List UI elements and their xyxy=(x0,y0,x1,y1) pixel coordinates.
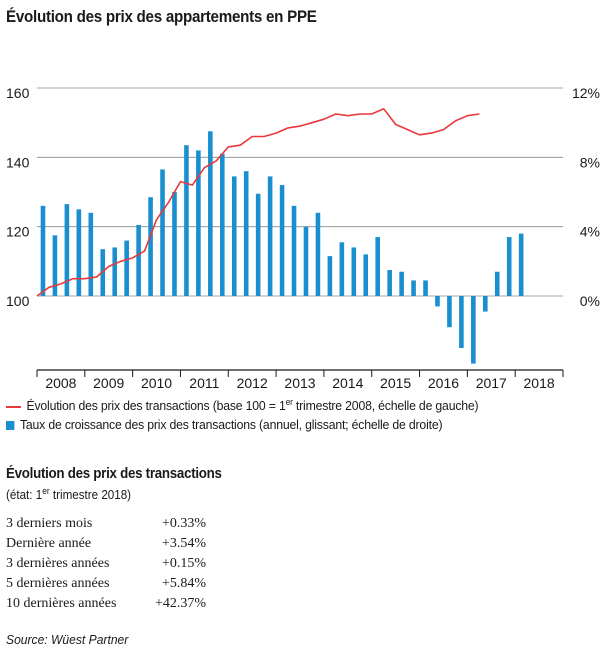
legend-bar-swatch xyxy=(6,421,15,431)
bar xyxy=(351,247,357,296)
bar xyxy=(148,197,153,296)
row-label: 5 dernières années xyxy=(6,576,110,591)
bar xyxy=(76,209,82,296)
y-left-tick-label: 120 xyxy=(6,224,30,240)
x-tick-label: 2010 xyxy=(141,375,172,390)
chart-title: Évolution des prix des appartements en P… xyxy=(6,8,317,26)
bar xyxy=(219,153,225,296)
legend-line-sup: er xyxy=(285,397,293,407)
x-tick-label: 2013 xyxy=(284,375,315,390)
bar xyxy=(184,145,189,296)
x-tick-label: 2014 xyxy=(332,375,363,390)
bar xyxy=(375,237,381,296)
table-row: Dernière année +3.54% xyxy=(6,536,206,556)
bar xyxy=(447,296,452,328)
bar xyxy=(255,193,261,296)
row-value: +0.15% xyxy=(161,556,206,571)
bar xyxy=(399,271,404,296)
bar xyxy=(196,150,201,296)
subtitle-pre: (état: 1 xyxy=(6,488,43,502)
bar xyxy=(423,280,428,296)
bar xyxy=(291,205,297,296)
y-right-tick-label: 4% xyxy=(580,224,600,240)
bar xyxy=(112,247,118,296)
x-tick-label: 2008 xyxy=(45,375,76,390)
y-left-tick-label: 100 xyxy=(6,293,30,309)
subtitle-post: trimestre 2018) xyxy=(49,488,132,502)
bar xyxy=(315,212,321,296)
row-value: +5.84% xyxy=(161,576,206,591)
legend-line-swatch xyxy=(6,405,21,408)
row-label: 10 dernières années xyxy=(6,596,117,611)
subtitle-sup: er xyxy=(42,486,50,496)
table-row: 3 dernières années +0.15% xyxy=(6,556,206,576)
bar xyxy=(363,254,369,296)
bar xyxy=(52,235,58,296)
x-tick-label: 2012 xyxy=(237,375,268,390)
table-row: 3 derniers mois +0.33% xyxy=(6,516,206,536)
bar xyxy=(411,280,416,296)
table-row: 10 dernières années +42.37% xyxy=(6,596,206,616)
table-row: 5 dernières années +5.84% xyxy=(6,576,206,596)
transactions-title: Évolution des prix des transactions xyxy=(6,466,222,482)
bar xyxy=(231,176,237,296)
bar xyxy=(327,256,333,296)
bar xyxy=(435,296,440,307)
source-note: Source: Wüest Partner xyxy=(6,632,129,647)
bar xyxy=(459,296,464,348)
bar xyxy=(482,296,488,312)
y-left-tick-label: 140 xyxy=(6,154,30,170)
transactions-table: 3 derniers mois +0.33% Dernière année +3.5… xyxy=(6,516,206,616)
bar xyxy=(208,131,213,296)
legend-line-entry: Évolution des prix des transactions (bas… xyxy=(6,397,479,413)
y-right-tick-label: 8% xyxy=(580,154,600,170)
legend-line-rest: trimestre 2008, échelle de gauche) xyxy=(292,398,479,413)
row-value: +3.54% xyxy=(161,536,206,551)
bar xyxy=(64,204,70,296)
bar xyxy=(136,224,141,296)
x-tick-label: 2016 xyxy=(428,375,459,390)
bar xyxy=(40,205,46,296)
row-label: 3 derniers mois xyxy=(6,516,93,531)
bar xyxy=(494,271,500,296)
price-chart: 160 140 120 100 12% 8% 4% 0% 2008 2009 2010 2011 201… xyxy=(6,85,600,390)
legend-line-text: Évolution des prix des transactions (bas… xyxy=(26,398,286,413)
row-value: +42.37% xyxy=(154,596,206,611)
x-tick-label: 2018 xyxy=(524,375,555,390)
bar xyxy=(518,233,524,296)
bar xyxy=(506,237,512,296)
bar xyxy=(160,169,165,296)
row-label: 3 dernières années xyxy=(6,556,110,571)
y-right-tick-label: 0% xyxy=(580,293,600,309)
x-tick-label: 2015 xyxy=(380,375,411,390)
bar xyxy=(267,176,273,296)
bar xyxy=(471,296,476,364)
bar xyxy=(88,212,94,296)
x-tick-label: 2011 xyxy=(189,375,219,390)
x-tick-label: 2017 xyxy=(476,375,507,390)
bar xyxy=(172,192,177,296)
bar xyxy=(243,171,249,296)
price-line xyxy=(36,107,480,297)
bar xyxy=(124,240,129,296)
x-tick-label: 2009 xyxy=(93,375,124,390)
legend-bar-entry: Taux de croissance des prix des transact… xyxy=(6,417,443,432)
y-left-tick-label: 160 xyxy=(6,85,30,101)
bar xyxy=(339,242,345,296)
bar xyxy=(279,185,285,296)
transactions-subtitle: (état: 1er trimestre 2018) xyxy=(6,486,132,503)
bar xyxy=(303,226,309,296)
row-label: Dernière année xyxy=(6,536,92,551)
y-right-tick-label: 12% xyxy=(572,85,600,101)
row-value: +0.33% xyxy=(161,516,206,531)
bar xyxy=(387,270,392,296)
legend-bar-text: Taux de croissance des prix des transact… xyxy=(19,417,443,432)
